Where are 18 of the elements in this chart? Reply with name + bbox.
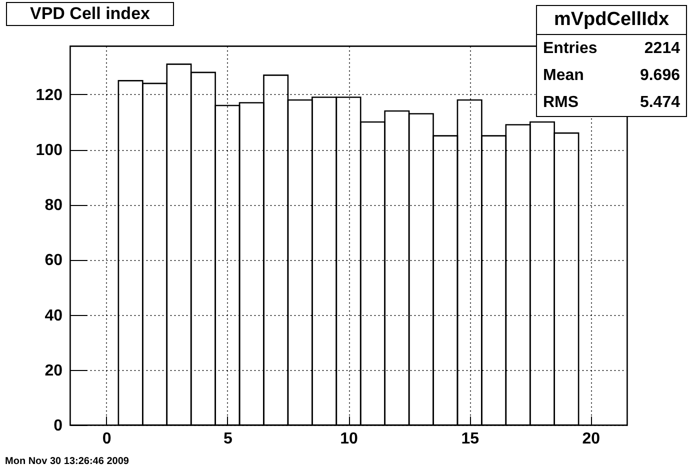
x-tick-label: 15 — [461, 430, 480, 448]
x-tick-label: 20 — [582, 430, 600, 448]
x-tick-label: 0 — [102, 430, 112, 448]
text: RMS 5.474 — [543, 94, 680, 111]
chart-title: VPD Cell index — [6, 2, 174, 26]
x-tick-label: 10 — [340, 430, 358, 448]
y-tick-label: 40 — [44, 307, 63, 324]
y-tick-label: 100 — [36, 142, 63, 160]
y-tick-label: 80 — [44, 197, 63, 214]
text: Mean 9.696 — [543, 67, 680, 84]
x-tick-label: 5 — [223, 430, 232, 448]
text: mVpdCellIdx — [537, 6, 686, 35]
text: Mon Nov 30 13:26:46 2009 — [5, 456, 129, 467]
y-tick-label: 20 — [44, 362, 63, 380]
text: Entries 2214 — [543, 40, 680, 57]
y-tick-label: 0 — [54, 418, 63, 434]
y-tick-label: 60 — [44, 252, 63, 270]
y-tick-label: 120 — [36, 86, 63, 104]
